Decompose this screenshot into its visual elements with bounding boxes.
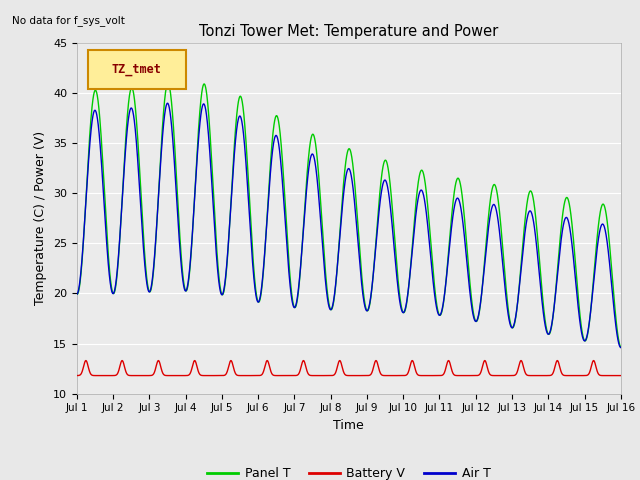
- Legend: Panel T, Battery V, Air T: Panel T, Battery V, Air T: [202, 462, 495, 480]
- Y-axis label: Temperature (C) / Power (V): Temperature (C) / Power (V): [35, 132, 47, 305]
- Text: No data for f_sys_volt: No data for f_sys_volt: [12, 15, 124, 26]
- X-axis label: Time: Time: [333, 419, 364, 432]
- Title: Tonzi Tower Met: Temperature and Power: Tonzi Tower Met: Temperature and Power: [199, 24, 499, 39]
- FancyBboxPatch shape: [88, 50, 186, 89]
- Text: TZ_tmet: TZ_tmet: [112, 63, 161, 76]
